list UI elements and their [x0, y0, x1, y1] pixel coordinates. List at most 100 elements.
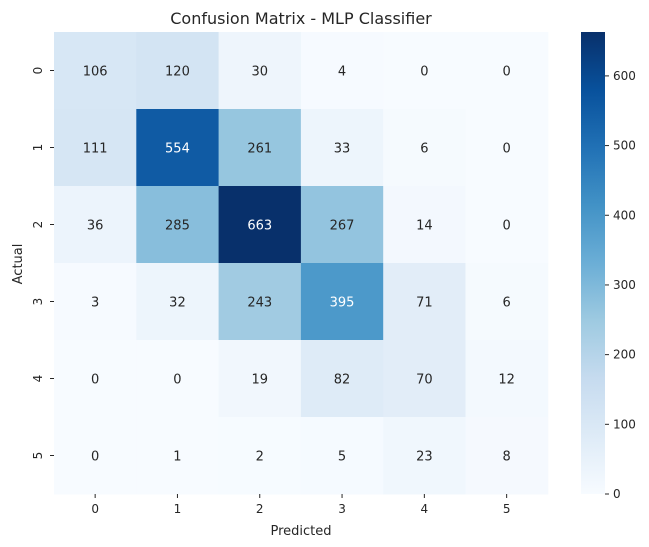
- colorbar-tick-label: 600: [613, 69, 636, 83]
- y-axis-ticks: 0 1 2 3 4 5: [31, 67, 54, 460]
- heatmap-cell: [218, 263, 302, 341]
- cell-annotation: 19: [251, 373, 268, 388]
- cell-annotation: 554: [165, 142, 190, 157]
- cell-annotation: 12: [498, 373, 515, 388]
- cell-annotation: 285: [165, 219, 190, 234]
- y-tick-label: 2: [31, 221, 45, 229]
- heatmap-cell: [465, 340, 549, 418]
- cell-annotation: 1: [173, 450, 181, 465]
- heatmap-cell: [465, 417, 549, 495]
- heatmap-cell: [383, 32, 466, 110]
- cell-annotation: 4: [338, 65, 346, 80]
- cell-annotation: 663: [247, 219, 272, 234]
- heatmap-cell: [383, 417, 466, 495]
- heatmap-cell: [218, 32, 302, 110]
- cell-annotation: 33: [334, 142, 351, 157]
- y-tick-label: 0: [31, 67, 45, 75]
- heatmap-cell: [54, 417, 137, 495]
- heatmap-cell: [136, 109, 220, 187]
- cell-annotation: 120: [165, 65, 190, 80]
- cell-annotation: 0: [503, 142, 511, 157]
- x-tick-label: 3: [338, 502, 346, 516]
- heatmap-cell: [383, 340, 466, 418]
- chart-title: Confusion Matrix - MLP Classifier: [170, 9, 432, 28]
- heatmap-cell: [300, 32, 384, 110]
- heatmap-cell: [54, 32, 137, 110]
- cell-annotation: 267: [330, 219, 355, 234]
- colorbar-tick-label: 100: [613, 417, 636, 431]
- x-tick-label: 0: [91, 502, 99, 516]
- cell-annotation: 0: [91, 450, 99, 465]
- heatmap-cell: [218, 186, 302, 264]
- cell-annotation: 8: [503, 450, 511, 465]
- heatmap-cell: [300, 417, 384, 495]
- cell-annotation: 6: [503, 296, 511, 311]
- cell-annotation: 23: [416, 450, 433, 465]
- x-tick-label: 1: [174, 502, 182, 516]
- cell-annotation: 0: [173, 373, 181, 388]
- cell-annotation: 71: [416, 296, 433, 311]
- colorbar-tick-label: 500: [613, 139, 636, 153]
- cell-annotation: 395: [330, 296, 355, 311]
- x-tick-label: 4: [421, 502, 429, 516]
- cell-annotation: 14: [416, 219, 433, 234]
- heatmap-cell: [383, 263, 466, 341]
- heatmap-cell: [136, 32, 220, 110]
- heatmap-cell: [300, 263, 384, 341]
- cell-annotation: 0: [420, 65, 428, 80]
- heatmap-cell: [136, 340, 220, 418]
- cell-annotation: 70: [416, 373, 433, 388]
- colorbar-tick-label: 400: [613, 208, 636, 222]
- heatmap-cell: [54, 263, 137, 341]
- cell-annotation: 0: [503, 219, 511, 234]
- heatmap-cell: [136, 263, 220, 341]
- cell-annotation: 5: [338, 450, 346, 465]
- y-tick-label: 4: [31, 375, 45, 383]
- heatmap-cell: [218, 417, 302, 495]
- y-tick-label: 5: [31, 452, 45, 460]
- heatmap-cell: [465, 32, 549, 110]
- heatmap-cell: [136, 417, 220, 495]
- heatmap-cell: [383, 109, 466, 187]
- heatmap-cell: [218, 340, 302, 418]
- y-tick-label: 3: [31, 298, 45, 306]
- heatmap-cell: [54, 186, 137, 264]
- cell-annotation: 0: [503, 65, 511, 80]
- colorbar-ticks: 0 100 200 300 400 500 600: [605, 69, 636, 501]
- cell-annotation: 6: [420, 142, 428, 157]
- cell-annotation: 30: [251, 65, 268, 80]
- cell-annotation: 82: [334, 373, 351, 388]
- x-axis-label: Predicted: [270, 524, 331, 539]
- heatmap-cell: [300, 186, 384, 264]
- cell-annotation: 32: [169, 296, 186, 311]
- colorbar-tick-label: 300: [613, 278, 636, 292]
- heatmap-cell: [54, 109, 137, 187]
- heatmap-cell: [383, 186, 466, 264]
- heatmap-cell: [465, 109, 549, 187]
- colorbar-tick-label: 200: [613, 348, 636, 362]
- cell-annotation: 106: [83, 65, 108, 80]
- heatmap-cell: [465, 186, 549, 264]
- cell-annotation: 36: [87, 219, 104, 234]
- y-axis-label: Actual: [11, 244, 26, 285]
- heatmap-cell: [300, 340, 384, 418]
- cell-annotation: 0: [91, 373, 99, 388]
- heatmap-cells: [54, 32, 549, 495]
- colorbar-tick-label: 0: [613, 487, 621, 501]
- cell-annotation: 111: [83, 142, 108, 157]
- heatmap-cell: [218, 109, 302, 187]
- colorbar: [581, 32, 605, 494]
- heatmap-cell: [300, 109, 384, 187]
- x-tick-label: 5: [503, 502, 511, 516]
- heatmap-cell: [136, 186, 220, 264]
- x-tick-label: 2: [256, 502, 264, 516]
- y-tick-label: 1: [31, 144, 45, 152]
- x-axis-ticks: 0 1 2 3 4 5: [91, 494, 510, 516]
- cell-annotation: 261: [247, 142, 272, 157]
- cell-annotation: 2: [256, 450, 264, 465]
- cell-annotation: 243: [247, 296, 272, 311]
- heatmap-cell: [465, 263, 549, 341]
- heatmap-cell: [54, 340, 137, 418]
